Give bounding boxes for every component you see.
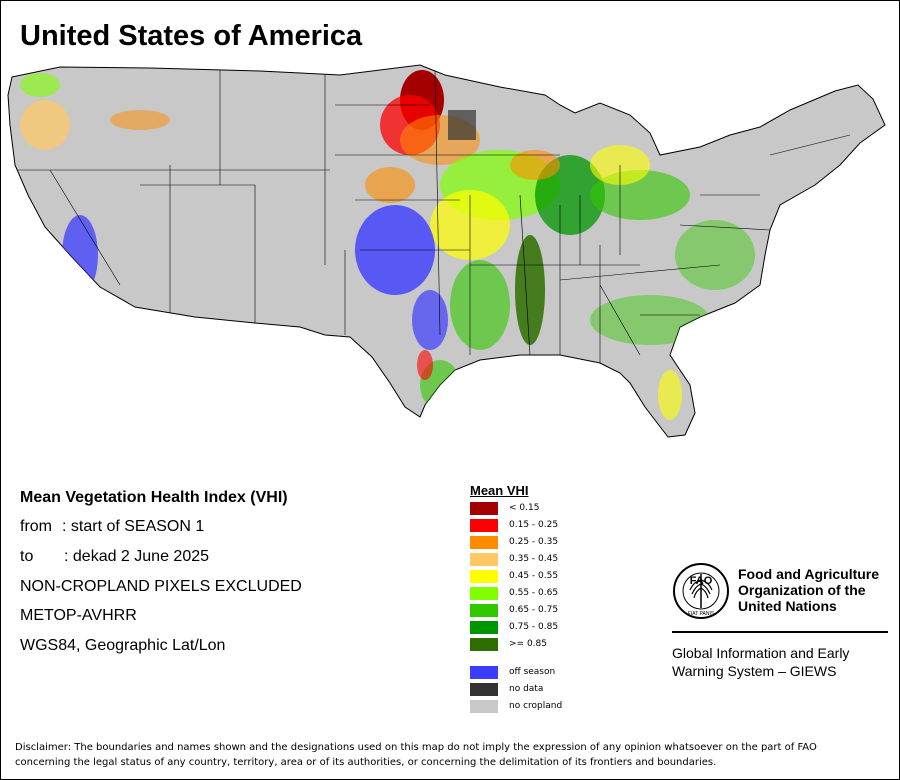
disclaimer-line1: Disclaimer: The boundaries and names sho… [15, 742, 817, 753]
legend-swatch [470, 519, 498, 532]
vhi-zone-good-3 [450, 260, 510, 350]
legend-swatch [470, 666, 498, 679]
giews-line1: Global Information and Early [672, 645, 850, 661]
disclaimer-line2: concerning the legal status of any count… [15, 757, 717, 768]
map-title: United States of America [20, 20, 363, 52]
legend-swatch [470, 683, 498, 696]
vhi-map [7, 64, 886, 438]
period-to-value: : dekad 2 June 2025 [64, 548, 210, 565]
projection-note: WGS84, Geographic Lat/Lon [20, 637, 226, 654]
legend-label: 0.25 - 0.35 [509, 537, 559, 547]
vhi-zone-moderate-3 [110, 110, 170, 130]
legend-swatch [470, 621, 498, 634]
disclaimer: Disclaimer: The boundaries and names sho… [15, 740, 885, 770]
fao-name-line3: United Nations [738, 598, 837, 614]
giews-name: Global Information and Early Warning Sys… [672, 644, 849, 680]
legend-label: 0.15 - 0.25 [509, 520, 559, 530]
legend-label: 0.45 - 0.55 [509, 571, 559, 581]
sensor-name: METOP-AVHRR [20, 607, 137, 624]
legend-label: no data [509, 684, 544, 694]
vhi-zone-no-data [448, 110, 476, 140]
legend-swatch [470, 553, 498, 566]
vhi-zone-good-7 [20, 73, 60, 97]
vhi-zone-off-season-3 [62, 215, 98, 295]
legend-label: no cropland [509, 701, 563, 711]
legend-label: 0.75 - 0.85 [509, 622, 559, 632]
vhi-zone-low-2 [417, 350, 433, 380]
legend-label: 0.55 - 0.65 [509, 588, 559, 598]
legend-swatch [470, 536, 498, 549]
vhi-zone-moderate-2 [510, 150, 560, 180]
legend-swatch [470, 502, 498, 515]
vhi-zone-moderate-4 [365, 167, 415, 203]
legend-swatch [470, 604, 498, 617]
legend-title: Mean VHI [470, 483, 529, 498]
state-boundaries [8, 69, 851, 365]
vhi-zone-good-4 [590, 295, 710, 345]
legend-swatch [470, 587, 498, 600]
fao-emblem-letters: FAO [690, 575, 713, 587]
legend-label: < 0.15 [509, 503, 540, 513]
index-name: Mean Vegetation Health Index (VHI) [20, 489, 288, 506]
legend-swatch [470, 700, 498, 713]
fao-name-line1: Food and Agriculture [738, 566, 880, 582]
vhi-zone-good-5 [675, 220, 755, 290]
legend-swatch [470, 638, 498, 651]
period-to: to : dekad 2 June 2025 [20, 547, 209, 567]
period-to-label: to [20, 548, 34, 565]
period-from-value: : start of SEASON 1 [62, 518, 205, 535]
legend-label: 0.35 - 0.45 [509, 554, 559, 564]
period-from-label: from [20, 518, 52, 535]
vhi-zone-off-season-2 [412, 290, 448, 350]
legend-swatch [470, 570, 498, 583]
legend-label: off season [509, 667, 556, 677]
legend-label: 0.65 - 0.75 [509, 605, 559, 615]
vhi-zone-fair-4 [20, 100, 70, 150]
fao-name: Food and Agriculture Organization of the… [738, 566, 879, 614]
fao-divider [672, 631, 888, 633]
fao-emblem-icon: FAO FIAT PANIS [673, 563, 729, 619]
vhi-zone-excellent [515, 235, 545, 345]
vhi-zone-fair-3 [658, 370, 682, 420]
fao-logo-block: FAO FIAT PANIS Food and Agriculture Orga… [672, 562, 888, 682]
fao-name-line2: Organization of the [738, 582, 866, 598]
period-from: from : start of SEASON 1 [20, 517, 204, 537]
legend-label: >= 0.85 [509, 639, 547, 649]
fao-emblem-motto: FIAT PANIS [688, 611, 715, 617]
exclusion-note: NON-CROPLAND PIXELS EXCLUDED [20, 578, 302, 595]
giews-line2: Warning System – GIEWS [672, 663, 837, 679]
